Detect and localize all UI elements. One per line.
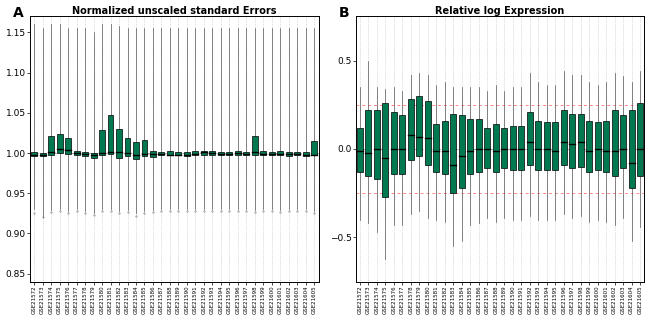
Bar [201, 151, 207, 155]
Bar [476, 119, 482, 172]
Bar [269, 152, 275, 156]
Bar [278, 151, 283, 156]
Bar [133, 142, 139, 159]
Bar [40, 153, 46, 156]
Bar [116, 129, 122, 158]
Bar [408, 100, 414, 160]
Bar [107, 115, 114, 154]
Bar [184, 152, 190, 156]
Bar [73, 151, 79, 156]
Bar [552, 123, 558, 170]
Bar [57, 134, 62, 153]
Bar [82, 152, 88, 156]
Bar [400, 116, 406, 174]
Bar [365, 110, 371, 176]
Bar [31, 152, 37, 156]
Bar [467, 119, 473, 174]
Bar [544, 123, 550, 170]
Bar [176, 152, 181, 156]
Bar [150, 151, 156, 157]
Bar [90, 153, 96, 158]
Bar [578, 114, 584, 167]
Bar [417, 96, 423, 156]
Bar [192, 151, 198, 156]
Title: Normalized unscaled standard Errors: Normalized unscaled standard Errors [72, 5, 276, 16]
Bar [167, 151, 173, 156]
Bar [357, 128, 363, 172]
Bar [382, 103, 389, 197]
Bar [510, 126, 516, 170]
Bar [595, 123, 601, 170]
Bar [484, 128, 490, 168]
Bar [311, 141, 317, 156]
Bar [125, 138, 131, 156]
Bar [303, 152, 309, 156]
Bar [286, 152, 292, 156]
Title: Relative log Expression: Relative log Expression [436, 5, 565, 16]
Bar [252, 136, 258, 155]
Bar [603, 121, 609, 172]
Bar [637, 103, 643, 176]
Bar [442, 121, 448, 174]
Text: A: A [12, 6, 23, 20]
Text: B: B [339, 6, 349, 20]
Bar [294, 152, 300, 156]
Bar [518, 126, 525, 170]
Bar [527, 112, 533, 165]
Bar [569, 114, 575, 168]
Bar [99, 130, 105, 155]
Bar [226, 152, 233, 156]
Bar [501, 128, 507, 168]
Bar [142, 140, 148, 156]
Bar [459, 116, 465, 188]
Bar [261, 151, 266, 156]
Bar [374, 110, 380, 179]
Bar [586, 121, 592, 172]
Bar [612, 110, 618, 176]
Bar [391, 112, 397, 174]
Bar [218, 152, 224, 156]
Bar [450, 114, 456, 193]
Bar [425, 101, 431, 165]
Bar [48, 136, 54, 155]
Bar [536, 121, 541, 170]
Bar [629, 110, 634, 188]
Bar [620, 116, 626, 168]
Bar [493, 124, 499, 172]
Bar [65, 138, 71, 154]
Bar [243, 152, 250, 156]
Bar [235, 151, 241, 155]
Bar [434, 124, 439, 172]
Bar [561, 110, 567, 165]
Bar [159, 152, 164, 156]
Bar [209, 151, 215, 156]
